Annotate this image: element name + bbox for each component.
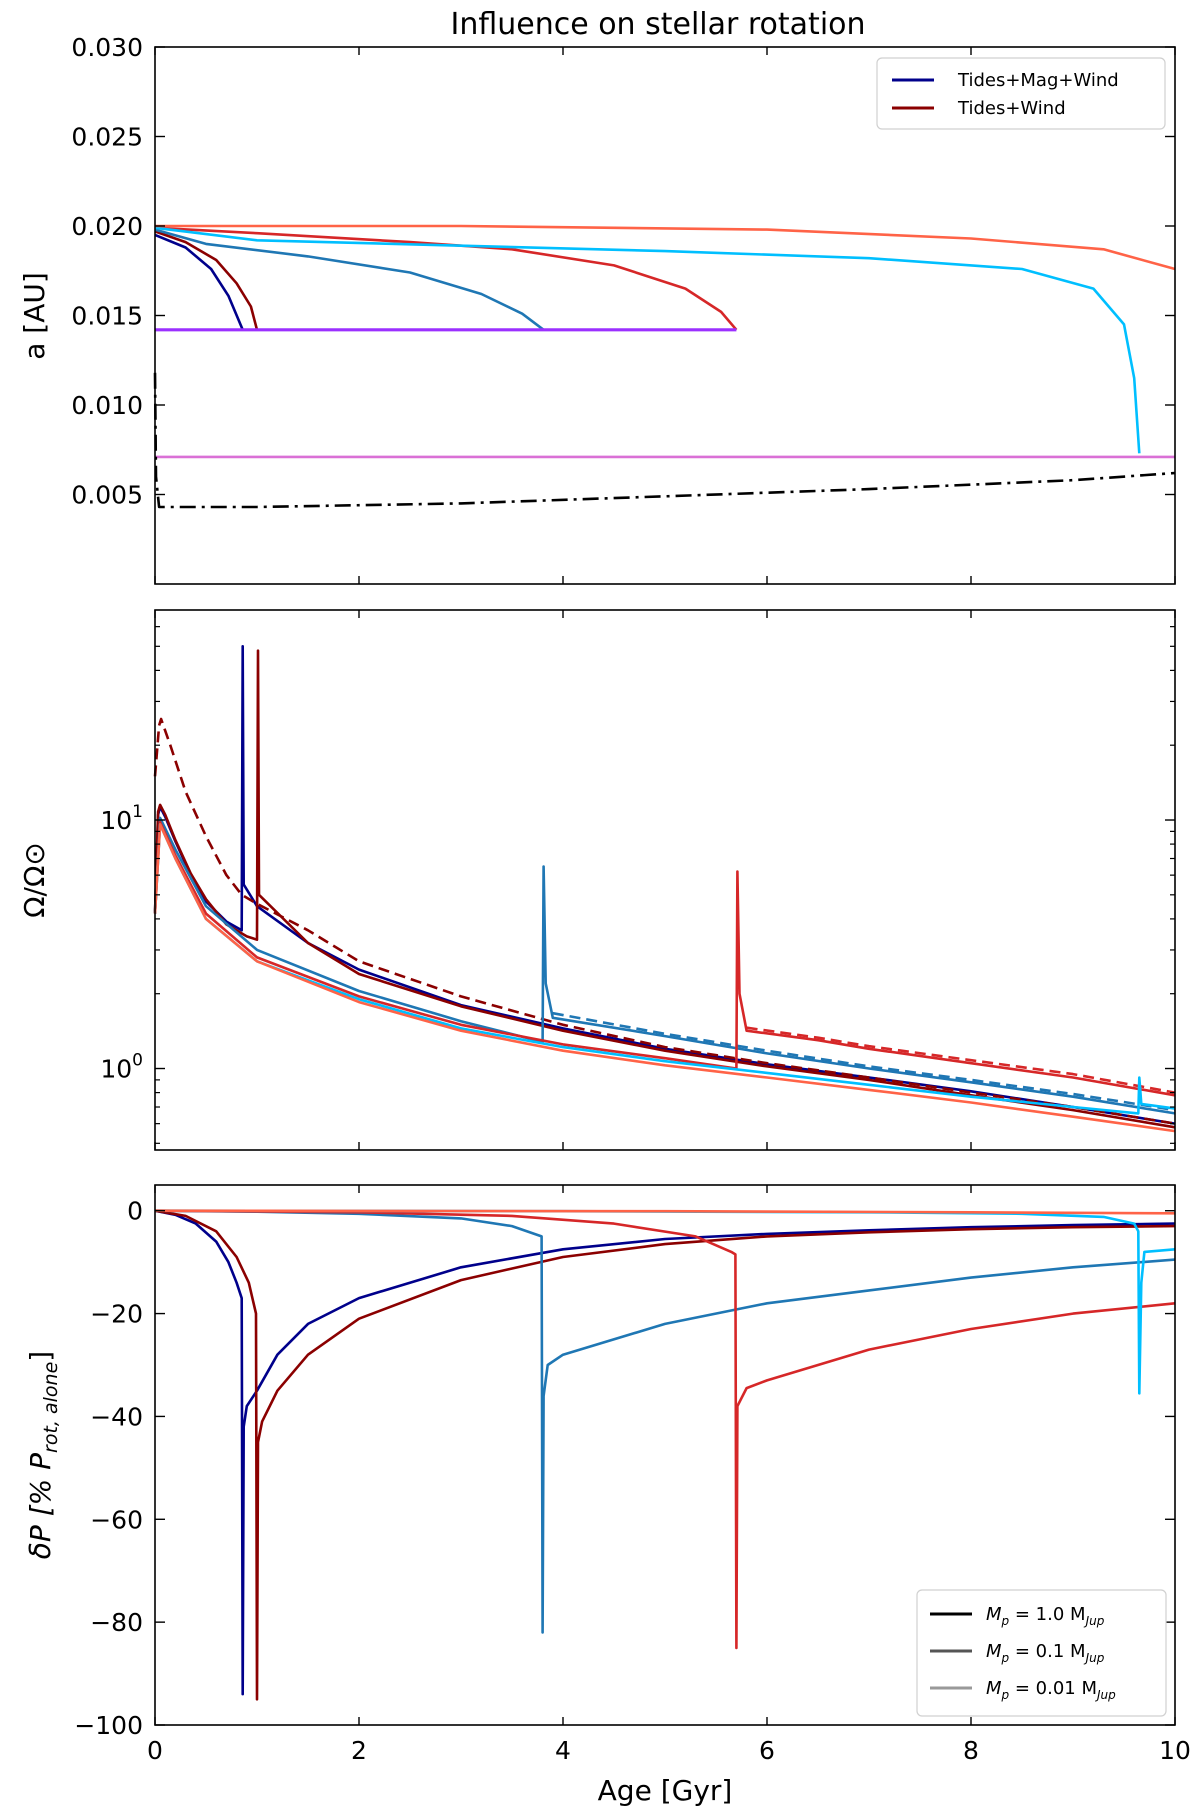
panel-top-frame [154,46,1176,585]
panel-middle-series [153,645,1176,1133]
figure-title: Influence on stellar rotation [450,7,865,42]
y-tick-label: −60 [90,1505,143,1534]
y-tick-label: 101 [100,802,143,835]
series-line-red-solid [153,820,1176,1097]
x-tick-label: 4 [555,1736,571,1765]
y-tick-label: −80 [90,1608,143,1637]
series-line-tomato [155,224,1176,271]
x-tick-label: 10 [1159,1736,1191,1765]
series-line-skyblue [154,226,1141,454]
x-axis-label: Age [Gyr] [598,1774,733,1807]
panel-bottom-frame [154,1184,1176,1726]
y-tick-label: 0.020 [71,212,143,241]
legend-label-tides-wind: Tides+Wind [957,98,1066,119]
x-tick-label: 2 [351,1736,367,1765]
panel-rotation-rate: 100 101 Ω/Ω⊙ [18,609,1176,1151]
x-tick-label: 8 [963,1736,979,1765]
legend-label-mass-1: Mp = 1.0 MJup [986,1604,1105,1628]
panel-middle-ticks: 100 101 [100,610,1176,1150]
y-tick-label: −40 [90,1402,143,1431]
y-tick-label: 0.025 [71,123,143,152]
panel-semi-major-axis: 0.005 0.010 0.015 0.020 0.025 0.030 a [AU] Ti… [18,33,1176,585]
series-line-steelblue-solid [153,816,1176,1115]
y-tick-label: 100 [100,1051,143,1084]
panel-top-series [153,224,1176,509]
y-tick-label: 0.030 [71,33,143,62]
y-tick-label: 0.005 [71,481,143,510]
series-line-steelblue [154,228,545,331]
series-line-darkred-dashed [153,717,1176,1125]
y-tick-label: 0 [127,1197,143,1226]
series-line-red-dashed [746,1026,1176,1094]
x-tick-label: 0 [147,1736,163,1765]
legend-top: Tides+Mag+Wind Tides+Wind [876,57,1166,130]
series-line-darkred-solid [153,649,1176,1129]
series-line-navy [154,233,244,331]
series-line-tomato-solid [153,823,1176,1133]
x-tick-label: 6 [759,1736,775,1765]
legend-top-box [876,57,1166,130]
panel-middle-ylabel: Ω/Ω⊙ [18,842,51,918]
y-tick-label: 0.010 [71,391,143,420]
series-line-red [154,226,738,331]
legend-bottom: Mp = 1.0 MJup Mp = 0.1 MJup Mp = 0.01 MJ… [916,1589,1167,1717]
series-line-darkred [154,230,259,331]
panel-bottom-series [154,1209,1176,1701]
legend-label-tides-mag-wind: Tides+Mag+Wind [957,70,1119,91]
panel-period-difference: 0 2 4 6 8 10 0 −20 −40 −60 −80 −100 δP [% Prot, alo… [24,1184,1191,1807]
panel-bottom-ylabel: δP [% Prot, alone] [24,1351,62,1559]
legend-label-mass-3: Mp = 0.01 MJup [986,1678,1116,1702]
y-tick-label: −100 [74,1711,143,1740]
series-line-black-dashdot [153,372,1176,509]
legend-bottom-box [916,1589,1167,1717]
panel-top-ticks: 0.005 0.010 0.015 0.020 0.025 0.030 [71,33,1176,584]
series-line-steelblue [154,1209,1176,1634]
panel-top-ylabel: a [AU] [18,272,51,360]
legend-label-mass-2: Mp = 0.1 MJup [986,1641,1105,1665]
panel-middle-frame [154,609,1176,1151]
y-tick-label: −20 [90,1300,143,1329]
series-line-darkred [154,1209,1176,1701]
series-line-navy [154,1209,1176,1696]
panel-bottom-ticks: 0 2 4 6 8 10 0 −20 −40 −60 −80 −100 [74,1185,1191,1765]
y-tick-label: 0.015 [71,302,143,331]
series-line-tomato [154,1209,1176,1215]
series-line-red [154,1209,1176,1650]
